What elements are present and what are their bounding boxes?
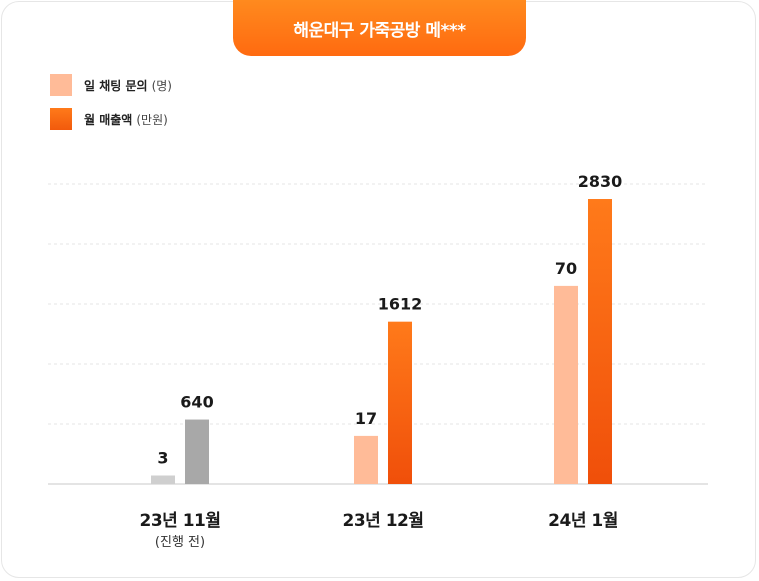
- bar-chats-2: [354, 435, 378, 484]
- legend-item-chats: 일 채팅 문의 (명): [50, 74, 172, 96]
- x-tick-sublabel-1: (진행 전): [154, 535, 206, 550]
- data-label-chats-2: 17: [355, 409, 377, 428]
- legend-swatch-chats: [50, 74, 72, 96]
- data-label-revenue-3: 2830: [578, 172, 623, 191]
- bar-chats-1: [151, 475, 175, 484]
- bar-revenue-1: [185, 419, 209, 484]
- gridlines: [48, 183, 708, 425]
- x-tick-label-1: 23년 11월: [139, 511, 221, 531]
- bar-revenue-2: [388, 321, 412, 484]
- legend-unit-revenue: (만원): [136, 112, 168, 127]
- legend-unit-chats: (명): [151, 78, 172, 93]
- x-tick-label-2: 23년 12월: [342, 511, 424, 531]
- data-label-revenue-2: 1612: [378, 295, 423, 314]
- data-label-chats-3: 70: [555, 259, 577, 278]
- bar-revenue-3: [588, 199, 612, 485]
- legend-label-chats: 일 채팅 문의: [84, 78, 148, 93]
- x-tick-label-3: 24년 1월: [548, 511, 618, 531]
- bar-chats-3: [554, 285, 578, 484]
- legend-label-revenue: 월 매출액: [84, 112, 133, 127]
- data-label-chats-1: 3: [157, 449, 168, 468]
- data-label-revenue-1: 640: [180, 393, 213, 412]
- bars: 3 640 17 1612 70 2830: [151, 172, 623, 485]
- chart-title: 해운대구 가죽공방 메***: [233, 0, 526, 56]
- legend: 일 채팅 문의 (명) 월 매출액 (만원): [50, 74, 172, 142]
- legend-item-revenue: 월 매출액 (만원): [50, 108, 172, 130]
- legend-swatch-revenue: [50, 108, 72, 130]
